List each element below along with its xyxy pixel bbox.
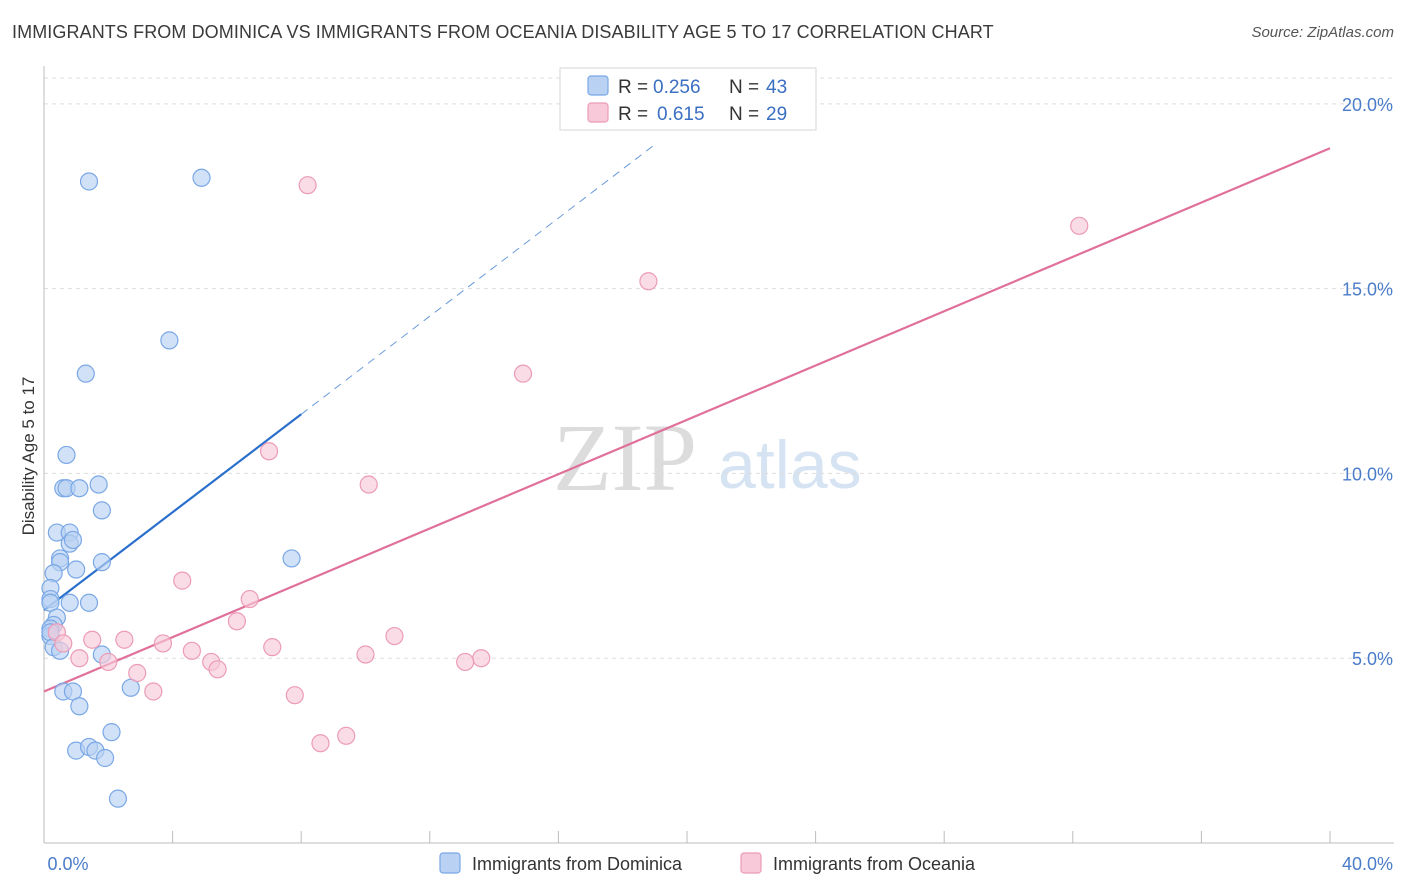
y-tick-label-2: 15.0% [1342,280,1393,300]
point-series0-18 [282,549,301,568]
point-series1-5 [359,475,378,494]
point-series0-4 [57,445,76,465]
point-series1-8 [227,612,246,631]
point-series1-11 [54,634,73,653]
legend-n-value-1: 43 [766,77,787,98]
point-series0-24 [60,593,79,612]
watermark-atlas: atlas [718,427,862,503]
bottom-legend: Immigrants from Dominica Immigrants from… [439,852,976,874]
x-tick-label-1: 40.0% [1342,854,1393,874]
point-series1-3 [513,364,533,383]
axes [43,66,1394,844]
y-tick-label-3: 20.0% [1342,95,1393,115]
watermark-zip: ZIP [553,404,697,511]
bottom-legend-label-dominica: Immigrants from Dominica [472,854,683,874]
y-tick-label-0: 5.0% [1352,649,1393,669]
point-series0-17 [67,560,86,579]
legend-n-label-1: N = [729,77,759,98]
point-series1-14 [153,634,173,653]
point-series1-6 [173,571,192,590]
x-tick-label-0: 0.0% [47,854,88,874]
legend-swatch-dominica [587,75,609,96]
chart-title: IMMIGRANTS FROM DOMINICA VS IMMIGRANTS F… [12,22,994,42]
data-points [41,168,1089,808]
gridlines [44,77,1394,659]
point-series0-3 [76,364,95,383]
legend-r-label-2: R = [618,104,648,125]
point-series1-0 [298,176,317,195]
point-series0-37 [102,723,121,742]
tick-labels: 5.0% 10.0% 15.0% 20.0% 0.0% 40.0% [47,95,1393,874]
point-series0-13 [63,530,83,550]
point-series1-26 [285,686,304,705]
point-series1-4 [259,442,279,461]
point-series0-42 [108,789,128,808]
legend-r-label-1: R = [618,77,648,98]
point-series1-16 [182,641,201,660]
point-series0-2 [160,331,179,350]
point-series0-23 [79,593,99,612]
point-series1-28 [337,726,356,745]
bottom-legend-swatch-oceania [740,852,762,874]
point-series0-0 [79,172,99,191]
point-series1-24 [128,663,147,683]
legend: R = 0.256 N = 43 R = 0.615 N = 29 [559,67,817,131]
point-series1-17 [356,645,375,664]
point-series0-8 [89,475,108,494]
bottom-legend-swatch-dominica [439,852,461,874]
point-series0-1 [192,168,211,187]
point-series1-9 [385,626,404,646]
point-series1-27 [311,734,330,753]
y-axis-label: Disability Age 5 to 17 [19,377,38,536]
point-series1-18 [472,649,491,668]
point-series0-19 [44,564,63,583]
point-series0-41 [95,748,115,768]
y-tick-label-1: 10.0% [1342,464,1393,484]
point-series0-16 [92,553,111,572]
bottom-legend-label-oceania: Immigrants from Oceania [773,854,976,874]
point-series1-12 [83,630,102,649]
point-series0-9 [92,501,111,520]
legend-r-value-2: 0.615 [657,104,705,125]
trend-extension-series0 [300,144,656,415]
point-series1-7 [240,589,259,609]
point-series0-7 [70,479,89,498]
legend-n-value-2: 29 [766,104,787,125]
point-series1-20 [99,652,118,672]
legend-n-label-2: N = [729,104,759,125]
legend-r-value-1: 0.256 [653,77,701,98]
point-series1-1 [1070,216,1089,235]
point-series1-15 [263,638,282,657]
source-credit: Source: ZipAtlas.com [1251,24,1394,41]
point-series1-22 [456,652,475,672]
trend-line-series1 [43,147,1331,693]
point-series1-2 [639,272,658,291]
trend-line-series0 [43,413,302,612]
point-series1-25 [144,682,163,701]
point-series1-19 [70,649,89,668]
point-series0-36 [70,697,89,716]
legend-swatch-oceania [587,102,609,123]
point-series1-23 [208,660,227,679]
point-series1-13 [115,630,134,649]
